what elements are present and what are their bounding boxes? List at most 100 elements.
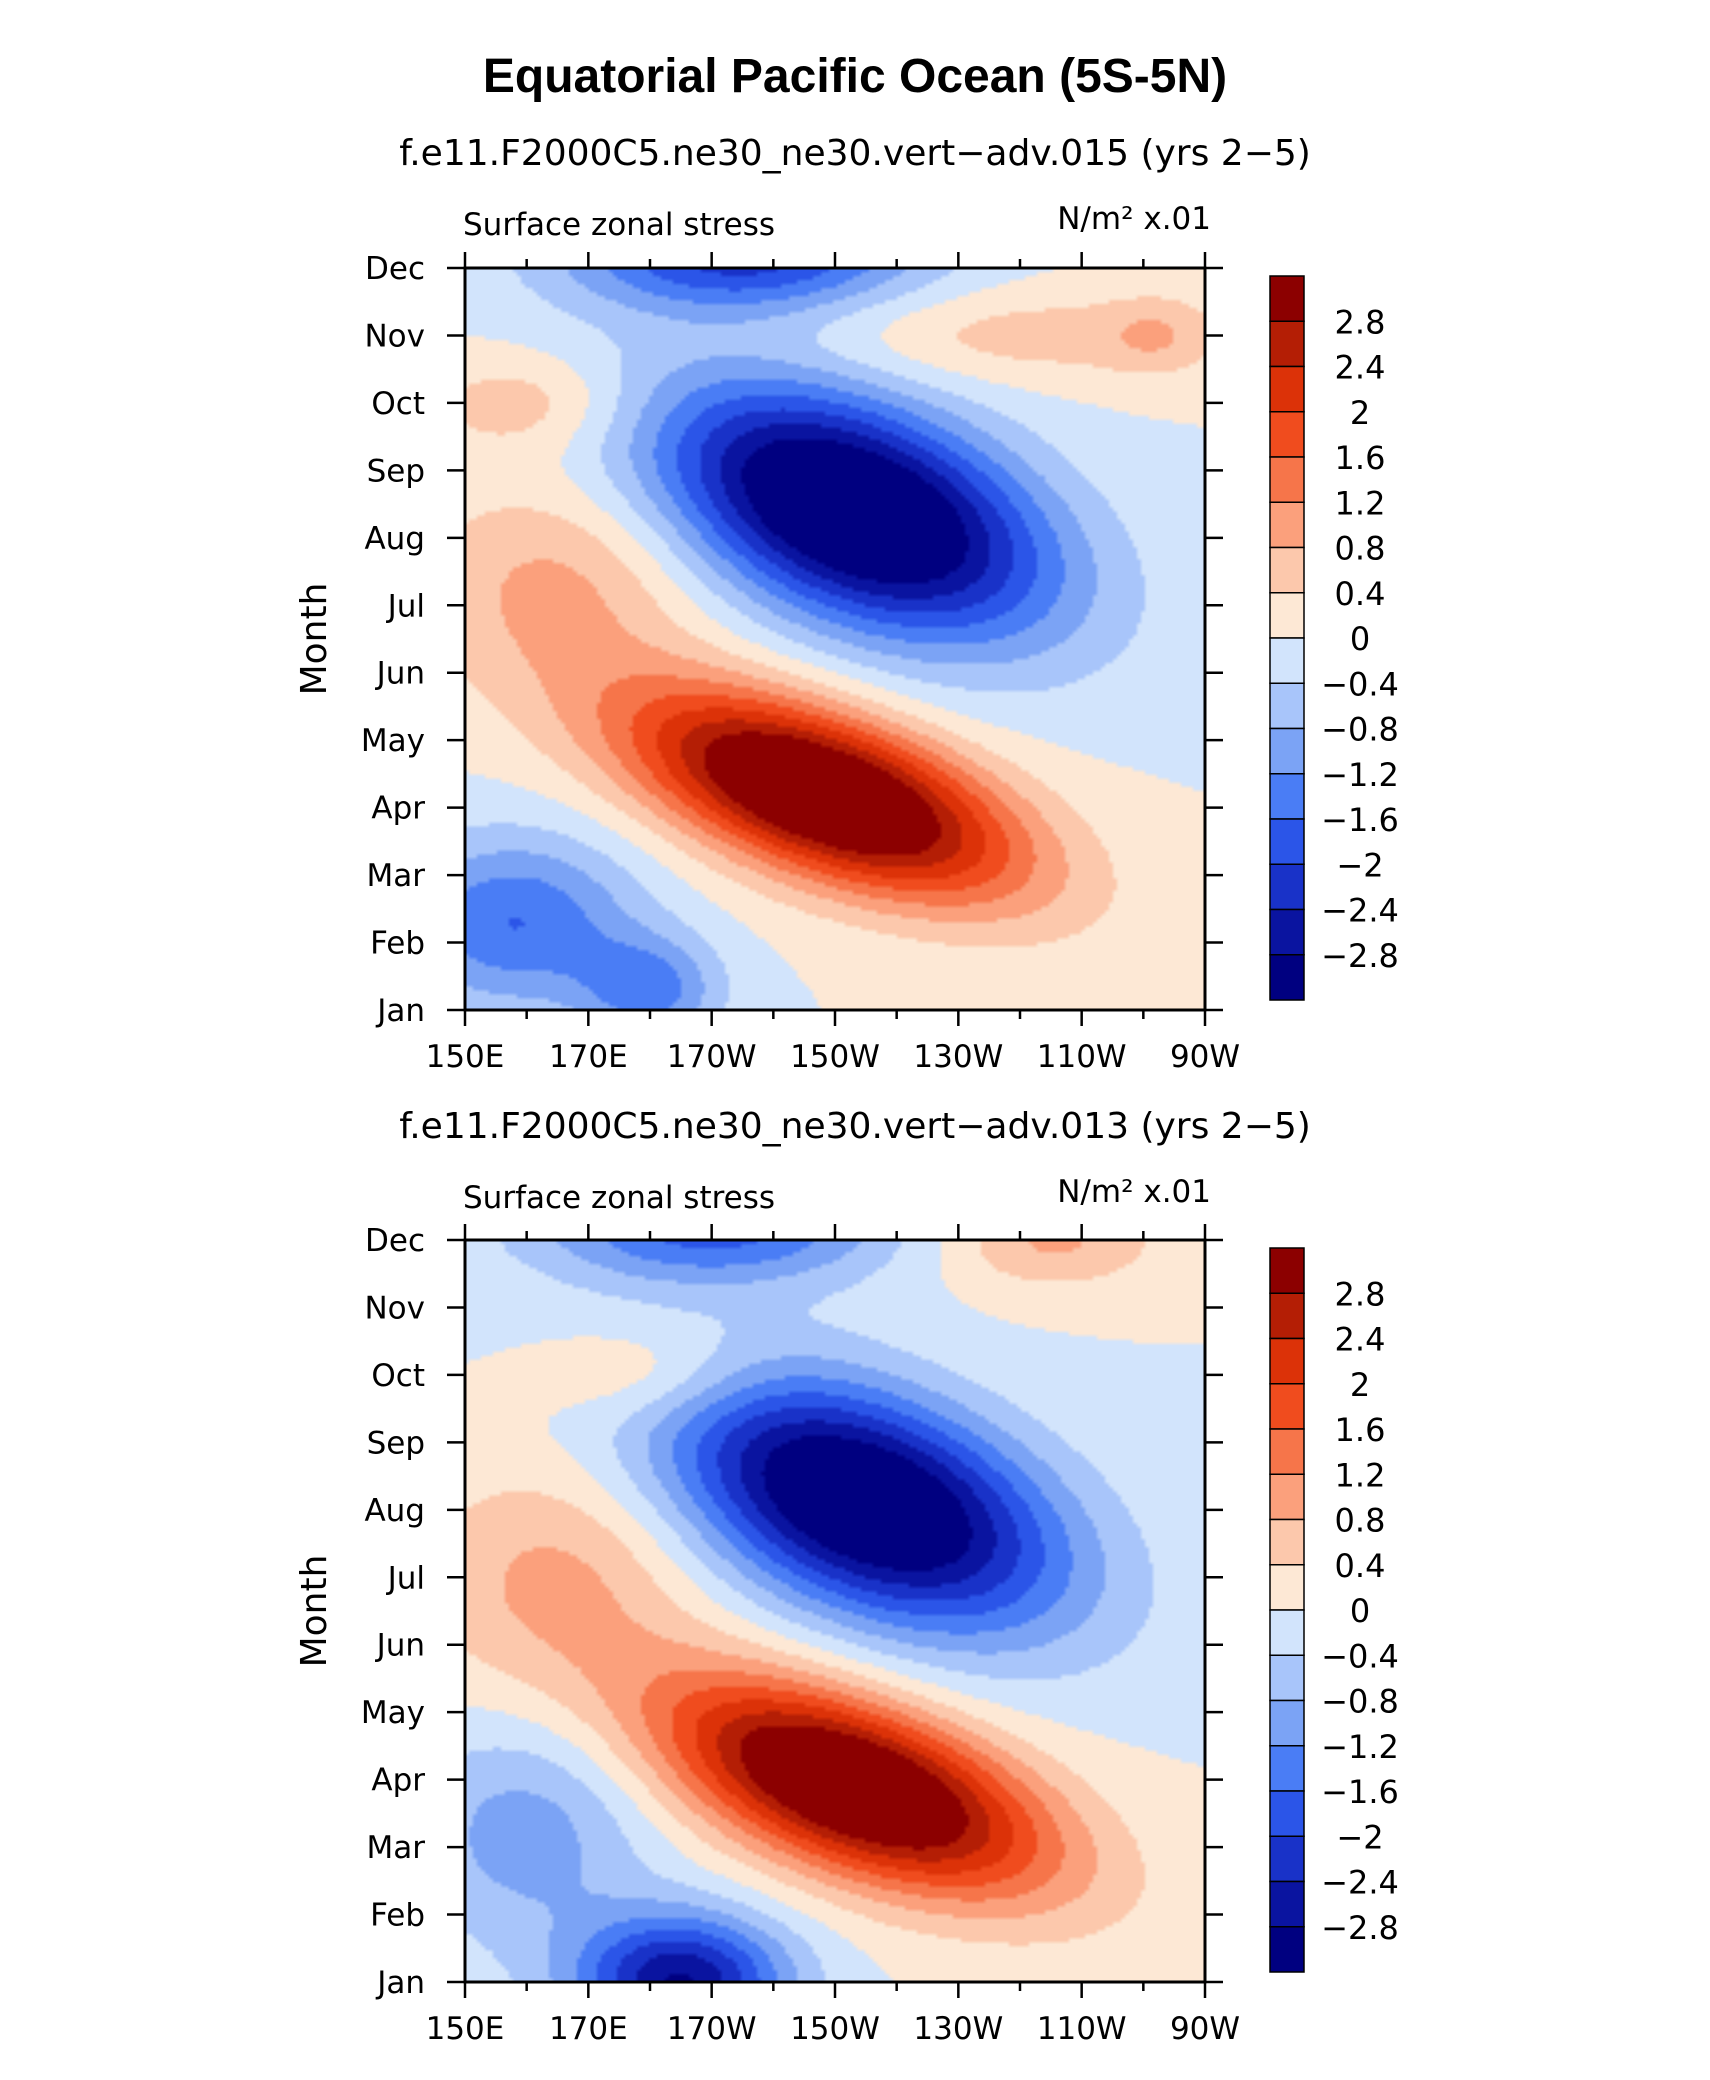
colorbar-label: −0.4 (1321, 665, 1399, 703)
colorbar-label: −2.4 (1321, 892, 1399, 930)
y-tick-label: Sep (367, 453, 425, 489)
x-tick-label: 150W (790, 1039, 880, 1075)
panel-title: f.e11.F2000C5.ne30_ne30.vert−adv.015 (yr… (399, 133, 1311, 174)
colorbar-box (1269, 1383, 1305, 1430)
y-tick-label: Jun (375, 1628, 425, 1664)
contour-field (465, 1240, 1205, 1982)
colorbar-label: −1.2 (1321, 756, 1399, 794)
colorbar-box (1269, 908, 1305, 956)
colorbar-label: 0 (1350, 1592, 1370, 1630)
colorbar-box (1269, 592, 1305, 639)
colorbar-label: 1.2 (1335, 484, 1386, 522)
colorbar-box (1269, 727, 1305, 775)
colorbar-label: 0.4 (1335, 1547, 1386, 1585)
colorbar-label: 0 (1350, 620, 1370, 658)
colorbar-label: −2 (1336, 1818, 1383, 1856)
colorbar-box (1269, 954, 1305, 1001)
colorbar-box (1269, 501, 1305, 549)
units-label: N/m² x.01 (1057, 201, 1211, 237)
colorbar-box (1269, 1699, 1305, 1747)
colorbar-label: 2.4 (1335, 1321, 1386, 1359)
colorbar-box (1269, 1292, 1305, 1340)
y-tick-label: May (361, 1695, 425, 1731)
y-tick-label: Jul (386, 1560, 425, 1596)
x-tick-label: 130W (913, 2011, 1003, 2047)
colorbar-label: 0.8 (1335, 1502, 1386, 1540)
colorbar-box (1269, 682, 1305, 730)
colorbar-label: 2.8 (1335, 303, 1386, 341)
colorbar-box (1269, 1745, 1305, 1792)
colorbar-label: 1.6 (1335, 1411, 1386, 1449)
y-tick-label: Oct (371, 1358, 425, 1394)
colorbar-box (1269, 1473, 1305, 1521)
x-tick-label: 110W (1037, 1039, 1127, 1075)
y-tick-label: Dec (365, 1223, 425, 1259)
y-tick-label: Feb (370, 1898, 425, 1934)
y-tick-label: Aug (364, 1493, 425, 1529)
colorbar-box (1269, 773, 1305, 820)
colorbar-box (1269, 818, 1305, 865)
x-tick-label: 170W (667, 1039, 757, 1075)
colorbar-label: 1.2 (1335, 1456, 1386, 1494)
colorbar-box (1269, 1880, 1305, 1928)
x-tick-label: 150W (790, 2011, 880, 2047)
variable-label: Surface zonal stress (463, 1180, 775, 1216)
y-tick-label: Nov (364, 1290, 425, 1326)
y-tick-label: Sep (367, 1425, 425, 1461)
colorbar-label: 0.4 (1335, 575, 1386, 613)
y-tick-label: Jul (386, 588, 425, 624)
colorbar-box (1269, 365, 1305, 413)
colorbar-label: −0.4 (1321, 1637, 1399, 1675)
colorbar-label: −2 (1336, 846, 1383, 884)
x-tick-label: 150E (426, 1039, 505, 1075)
colorbar-box (1269, 546, 1305, 594)
variable-label: Surface zonal stress (463, 207, 775, 243)
colorbar-box (1269, 320, 1305, 368)
y-tick-label: Jun (375, 656, 425, 692)
colorbar-box (1269, 1835, 1305, 1883)
y-tick-label: Jan (375, 1965, 425, 2001)
y-tick-label: Mar (367, 858, 426, 894)
colorbar-box (1269, 456, 1305, 503)
x-tick-label: 110W (1037, 2011, 1127, 2047)
y-tick-label: Apr (371, 1763, 425, 1799)
x-tick-label: 170W (667, 2011, 757, 2047)
colorbar-label: 2.4 (1335, 349, 1386, 387)
x-tick-label: 170E (549, 1039, 628, 1075)
colorbar-box (1269, 275, 1305, 322)
colorbar-label: 0.8 (1335, 530, 1386, 568)
y-tick-label: Jan (375, 993, 425, 1029)
panel-1: f.e11.F2000C5.ne30_ne30.vert−adv.015 (yr… (294, 133, 1399, 1075)
x-tick-label: 90W (1170, 2011, 1240, 2047)
colorbar-label: 2 (1350, 394, 1370, 432)
colorbar-label: 2.8 (1335, 1275, 1386, 1313)
colorbar-label: −2.4 (1321, 1864, 1399, 1902)
colorbar-label: −1.6 (1321, 1773, 1399, 1811)
y-tick-label: Feb (370, 926, 425, 962)
y-tick-label: Nov (364, 318, 425, 354)
colorbar-box (1269, 637, 1305, 684)
colorbar-label: −2.8 (1321, 1909, 1399, 1947)
panel-2: f.e11.F2000C5.ne30_ne30.vert−adv.013 (yr… (294, 1106, 1399, 2047)
units-label: N/m² x.01 (1057, 1174, 1211, 1210)
colorbar-box (1269, 1428, 1305, 1475)
x-tick-label: 90W (1170, 1039, 1240, 1075)
y-tick-label: Mar (367, 1830, 426, 1866)
y-axis-title: Month (294, 1555, 335, 1668)
colorbar-box (1269, 1337, 1305, 1385)
colorbar-label: −2.8 (1321, 937, 1399, 975)
colorbar-label: 2 (1350, 1366, 1370, 1404)
x-tick-label: 130W (913, 1039, 1003, 1075)
panel-title: f.e11.F2000C5.ne30_ne30.vert−adv.013 (yr… (399, 1106, 1311, 1147)
y-tick-label: Apr (371, 791, 425, 827)
y-axis-title: Month (294, 583, 335, 696)
colorbar-box (1269, 1654, 1305, 1702)
y-tick-label: May (361, 723, 425, 759)
colorbar-box (1269, 1926, 1305, 1973)
colorbar-label: −1.6 (1321, 801, 1399, 839)
colorbar-box (1269, 1247, 1305, 1294)
colorbar-label: −0.8 (1321, 1683, 1399, 1721)
colorbar-label: −0.8 (1321, 711, 1399, 749)
colorbar-box (1269, 1564, 1305, 1611)
x-tick-label: 170E (549, 2011, 628, 2047)
